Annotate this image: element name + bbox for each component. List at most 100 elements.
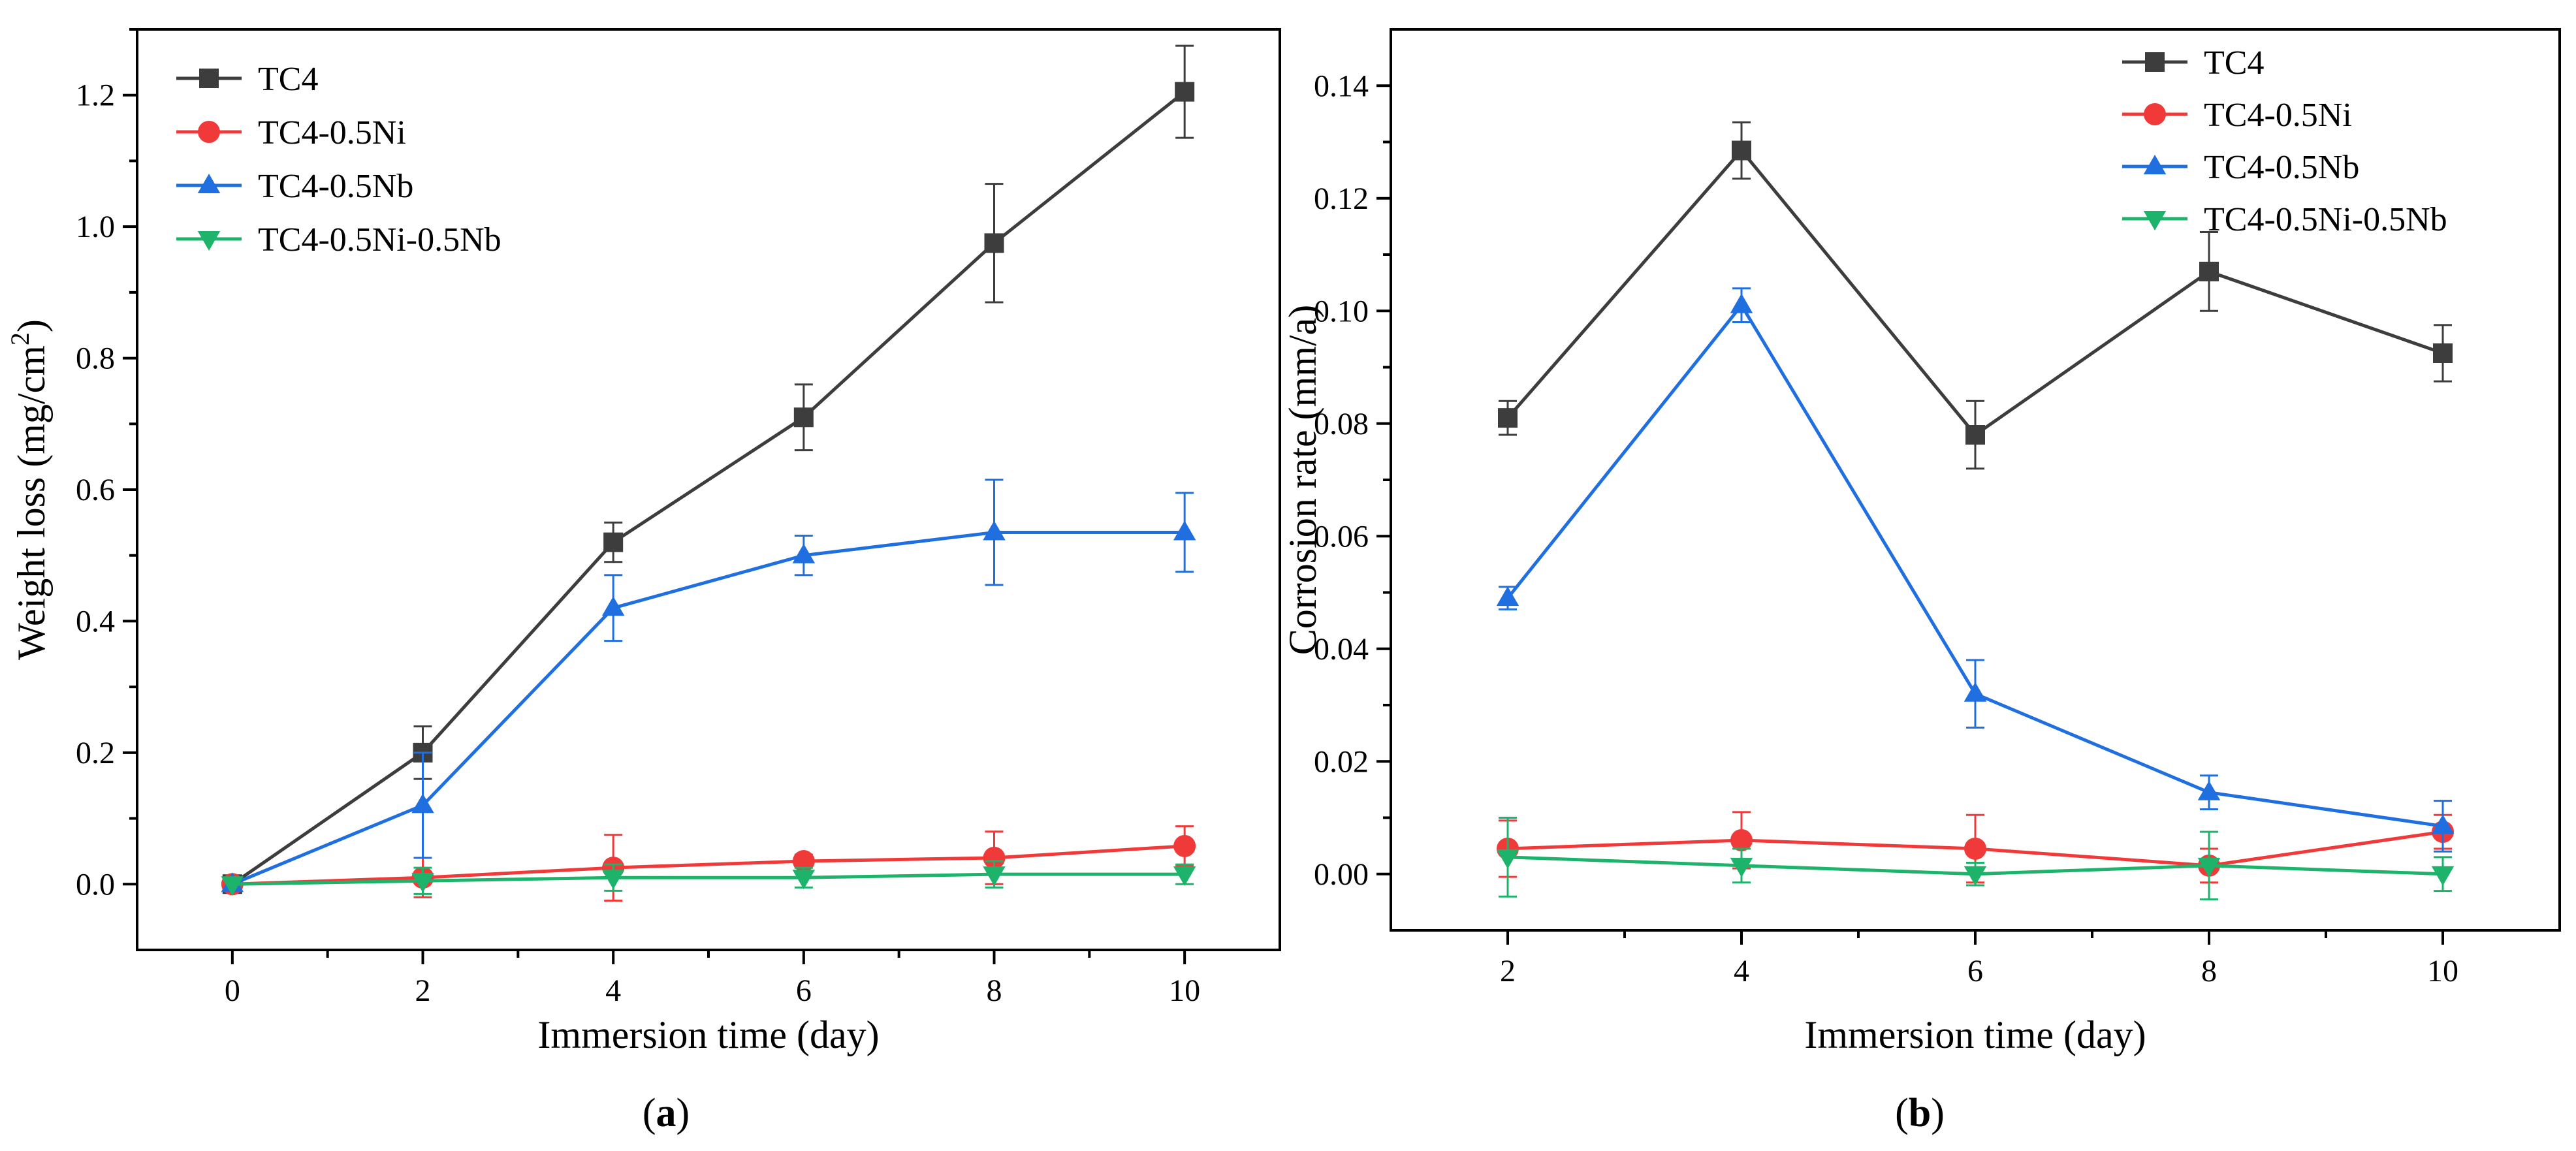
y-tick-label-a: 0.2 xyxy=(76,736,115,770)
series-tc4 xyxy=(222,44,1195,894)
data-point-tc4-0-5ni xyxy=(983,847,1006,869)
panel-label-a: (a) xyxy=(643,1091,690,1135)
data-point-tc4 xyxy=(1732,140,1751,161)
x-tick-label-a: 8 xyxy=(987,973,1002,1008)
data-point-tc4-0-5nb xyxy=(1173,520,1196,541)
data-point-tc4-0-5ni-0-5nb xyxy=(1730,857,1753,877)
data-point-tc4-0-5ni xyxy=(1730,829,1753,851)
series-line-tc4 xyxy=(1506,148,2443,437)
x-tick-label-b: 8 xyxy=(2201,954,2217,988)
legend-marker-tc4-0-5ni xyxy=(2144,103,2166,125)
panel-letter-b: b xyxy=(1909,1091,1931,1135)
data-point-tc4-0-5ni-0-5nb xyxy=(411,873,434,893)
y-tick-label-b: 0.02 xyxy=(1314,744,1369,779)
data-point-tc4-0-5ni xyxy=(792,850,815,873)
x-tick-label-a: 6 xyxy=(796,973,812,1008)
series-tc4-0-5ni-0-5nb xyxy=(221,860,1196,896)
y-ticks-b: 0.00 0.02 0.04 0.06 0.08 0.10 0.12 0.14 xyxy=(1314,69,1391,892)
data-point-tc4-0-5nb xyxy=(2197,780,2221,800)
x-axis-label-b: Immersion time (day) xyxy=(1804,1013,2146,1056)
data-point-tc4 xyxy=(793,407,814,428)
legend-b: TC4 TC4-0.5Ni TC4-0.5Nb TC4-0.5Ni-0.5Nb xyxy=(2122,44,2447,238)
x-ticks-b: 2 4 6 8 10 xyxy=(1500,930,2458,988)
y-tick-label-a: 0.4 xyxy=(76,604,115,639)
series-line-tc4-0-5nb xyxy=(231,530,1185,886)
chart-panel-a: 0 2 4 6 8 10 0.0 0.2 0.4 0.6 0.8 1.0 1.2 Immersion … xyxy=(5,28,1281,1135)
data-point-tc4 xyxy=(2433,343,2453,363)
legend-label-tc4-0-5nb: TC4-0.5Nb xyxy=(2204,149,2359,186)
series-line-tc4 xyxy=(231,90,1186,886)
data-point-tc4-0-5ni-0-5nb xyxy=(221,876,244,896)
plot-frame-b xyxy=(1390,28,2561,932)
y-axis-label-a-main: Weight loss (mg/cm xyxy=(10,345,53,660)
data-point-tc4-0-5nb xyxy=(1964,682,1987,702)
data-point-tc4-0-5ni-0-5nb xyxy=(1964,866,1987,886)
series-tc4-0-5ni xyxy=(221,825,1196,902)
data-point-tc4-0-5nb xyxy=(601,596,625,616)
y-tick-label-a: 0.6 xyxy=(76,473,115,507)
x-axis-label-a: Immersion time (day) xyxy=(537,1013,879,1056)
x-tick-label-b: 4 xyxy=(1734,954,1749,988)
x-tick-label-a: 4 xyxy=(605,973,621,1008)
data-point-tc4-0-5ni-0-5nb xyxy=(2197,857,2221,877)
legend-label-tc4: TC4 xyxy=(2204,44,2264,82)
legend-marker-tc4-0-5ni-0-5nb xyxy=(2143,211,2167,230)
legend-marker-tc4 xyxy=(2145,52,2165,72)
x-tick-label-b: 6 xyxy=(1967,954,1983,988)
panel-letter-a: a xyxy=(656,1091,676,1135)
y-tick-label-b: 0.06 xyxy=(1314,519,1369,554)
panel-label-b: (b) xyxy=(1895,1091,1945,1135)
series-line-tc4-0-5ni-0-5nb xyxy=(232,872,1185,886)
y-tick-label-b: 0.00 xyxy=(1314,857,1369,892)
data-point-tc4-0-5nb xyxy=(1730,293,1753,313)
legend-marker-tc4-0-5nb xyxy=(197,174,221,193)
data-point-tc4-0-5ni xyxy=(1964,837,1986,860)
data-point-tc4-0-5ni xyxy=(1173,834,1196,857)
data-point-tc4-0-5ni-0-5nb xyxy=(983,866,1006,887)
data-point-tc4 xyxy=(984,233,1004,253)
chart-panel-b: 2 4 6 8 10 0.000.020.040.060.080.100.120.14 … xyxy=(1281,28,2561,1135)
data-point-tc4 xyxy=(1175,82,1195,102)
y-tick-label-b: 0.04 xyxy=(1314,632,1369,667)
series-tc4-0-5ni-0-5nb xyxy=(1496,817,2455,901)
x-tick-label-a: 0 xyxy=(225,973,240,1008)
data-point-tc4-0-5nb xyxy=(1496,586,1519,607)
y-ticks-a: 0.0 0.2 0.4 0.6 0.8 1.0 1.2 xyxy=(76,28,137,902)
y-axis-label-b: Corrosion rate (mm/a) xyxy=(1281,305,1324,655)
data-point-tc4 xyxy=(603,532,624,552)
data-point-tc4-0-5ni-0-5nb xyxy=(2431,866,2455,886)
y-axis-label-a: Weight loss (mg/cm2) xyxy=(5,319,53,660)
legend-label-tc4-0-5ni: TC4-0.5Ni xyxy=(2204,97,2352,134)
series-tc4-0-5nb xyxy=(1496,287,2455,853)
legend-marker-tc4-0-5nb xyxy=(2143,155,2167,174)
series-tc4 xyxy=(1498,121,2453,470)
y-tick-label-b: 0.08 xyxy=(1314,407,1369,441)
x-ticks-a: 0 2 4 6 8 10 xyxy=(225,950,1200,1008)
x-tick-label-a: 10 xyxy=(1169,973,1200,1008)
legend-label-tc4-0-5ni-0-5nb: TC4-0.5Ni-0.5Nb xyxy=(2204,201,2447,238)
y-axis-label-a-sup: 2 xyxy=(5,332,35,345)
y-tick-label-a: 1.2 xyxy=(76,78,115,113)
x-tick-label-a: 2 xyxy=(415,973,431,1008)
data-point-tc4-0-5ni-0-5nb xyxy=(1496,849,1519,869)
series-tc4-0-5nb xyxy=(221,479,1196,892)
y-tick-label-b: 0.12 xyxy=(1314,181,1369,216)
series-line-tc4-0-5nb xyxy=(1506,302,2443,828)
legend-label-tc4-0-5nb: TC4-0.5Nb xyxy=(258,168,413,205)
x-tick-label-b: 10 xyxy=(2427,954,2458,988)
series-group-a xyxy=(221,44,1196,902)
y-tick-label-b: 0.14 xyxy=(1314,69,1369,103)
series-line-tc4-0-5ni xyxy=(232,844,1185,886)
legend-a: TC4 TC4-0.5Ni TC4-0.5Nb TC4-0.5Ni-0.5Nb xyxy=(176,61,501,259)
data-point-tc4-0-5nb xyxy=(983,520,1006,541)
x-tick-label-b: 2 xyxy=(1500,954,1516,988)
legend-label-tc4-0-5ni-0-5nb: TC4-0.5Ni-0.5Nb xyxy=(258,221,501,259)
legend-marker-tc4-0-5ni xyxy=(198,121,220,143)
legend-marker-tc4-0-5ni-0-5nb xyxy=(197,231,221,251)
y-axis-label-a-tail: ) xyxy=(10,319,53,332)
data-point-tc4 xyxy=(2199,261,2219,281)
data-point-tc4 xyxy=(1498,408,1518,428)
y-tick-label-a: 0.0 xyxy=(76,867,115,902)
y-tick-label-a: 1.0 xyxy=(76,210,115,244)
data-point-tc4-0-5ni-0-5nb xyxy=(792,870,816,890)
